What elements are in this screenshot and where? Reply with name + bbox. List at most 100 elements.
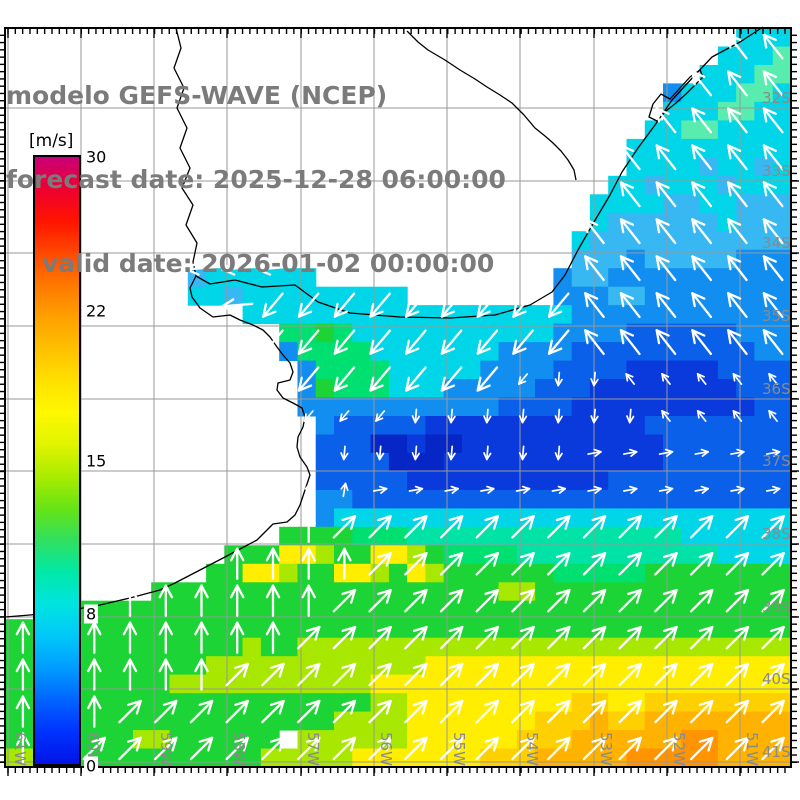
field-cell (571, 508, 591, 528)
field-cell (462, 305, 481, 325)
field-cell (589, 434, 609, 454)
field-cell (480, 471, 500, 491)
field-cell (681, 286, 701, 306)
field-cell (681, 416, 701, 435)
field-cell (681, 305, 701, 325)
field-cell (644, 748, 664, 768)
field-cell (260, 693, 280, 713)
field-cell (626, 563, 646, 583)
field-cell (644, 397, 664, 417)
field-cell (553, 305, 573, 325)
wind-arrow (158, 584, 174, 617)
wind-arrow (582, 588, 607, 613)
wind-arrow (439, 736, 464, 761)
field-cell (224, 600, 244, 620)
wind-arrow (256, 261, 290, 276)
field-cell (78, 730, 97, 750)
field-cell (553, 286, 573, 306)
field-cell (480, 379, 500, 398)
field-cell (352, 342, 372, 362)
field-cell (5, 637, 24, 657)
field-cell (736, 101, 755, 121)
wind-arrow (727, 33, 748, 60)
wind-arrow (732, 410, 743, 422)
field-cell (663, 249, 682, 269)
field-cell (498, 508, 518, 528)
field-cell (242, 748, 262, 768)
wind-arrow (762, 70, 784, 97)
wind-arrow (439, 588, 464, 613)
field-cell (242, 637, 262, 657)
field-cell (754, 619, 774, 639)
field-cell (388, 286, 408, 306)
field-cell (589, 212, 609, 232)
field-cell (315, 582, 335, 602)
field-cell (699, 526, 719, 546)
field-cell (754, 471, 774, 491)
field-cell (334, 342, 353, 362)
field-cell (352, 452, 372, 472)
field-cell (608, 730, 627, 750)
wind-arrow (582, 699, 607, 724)
wind-arrow (762, 329, 784, 356)
wind-arrow (762, 255, 784, 282)
field-cell (772, 563, 792, 583)
field-cell (114, 748, 134, 768)
wind-arrow (691, 181, 713, 208)
field-cell (571, 693, 591, 713)
wind-arrow (654, 662, 678, 687)
field-cell (498, 582, 518, 602)
colorbar (33, 155, 81, 766)
field-cell (334, 286, 353, 306)
field-cell (114, 600, 134, 620)
field-cell (443, 489, 463, 509)
field-cell (571, 545, 591, 565)
field-cell (206, 637, 225, 657)
field-cell (717, 508, 737, 528)
wind-arrow (691, 255, 713, 282)
field-cell (443, 471, 463, 491)
field-cell (352, 693, 372, 713)
field-cell (462, 711, 481, 731)
wind-arrow (547, 662, 571, 687)
wind-arrow (229, 621, 245, 654)
field-cell (462, 748, 481, 768)
field-cell (315, 360, 335, 380)
field-cell (443, 397, 463, 417)
wind-arrow (261, 662, 285, 687)
field-cell (480, 416, 500, 435)
field-cell (571, 619, 591, 639)
field-cell (663, 563, 682, 583)
field-cell (462, 379, 481, 398)
field-cell (242, 674, 262, 694)
field-cell (626, 748, 646, 768)
field-cell (279, 342, 298, 362)
wind-arrow (447, 445, 456, 461)
wind-arrow (762, 181, 784, 208)
field-cell (663, 286, 682, 306)
field-cell (571, 305, 591, 325)
field-cell (388, 600, 408, 620)
field-cell (644, 619, 664, 639)
latitude-label: 39S (762, 598, 791, 616)
field-cell (352, 434, 372, 454)
field-cell (717, 231, 737, 251)
longitude-label: 54W (523, 732, 541, 766)
field-cell (425, 342, 445, 362)
field-cell (279, 545, 298, 565)
map-border (4, 27, 792, 768)
wind-arrow (761, 625, 785, 650)
field-cell (498, 563, 518, 583)
field-cell (608, 508, 627, 528)
field-cell (681, 434, 701, 454)
field-cell (717, 619, 737, 639)
field-cell (717, 101, 737, 121)
wind-arrow (691, 218, 713, 245)
field-cell (589, 637, 609, 657)
field-cell (553, 471, 573, 491)
field-cell (535, 674, 554, 694)
latitude-label: 33S (762, 162, 791, 180)
field-cell (5, 730, 24, 750)
field-cell (407, 323, 426, 343)
field-cell (498, 416, 518, 435)
